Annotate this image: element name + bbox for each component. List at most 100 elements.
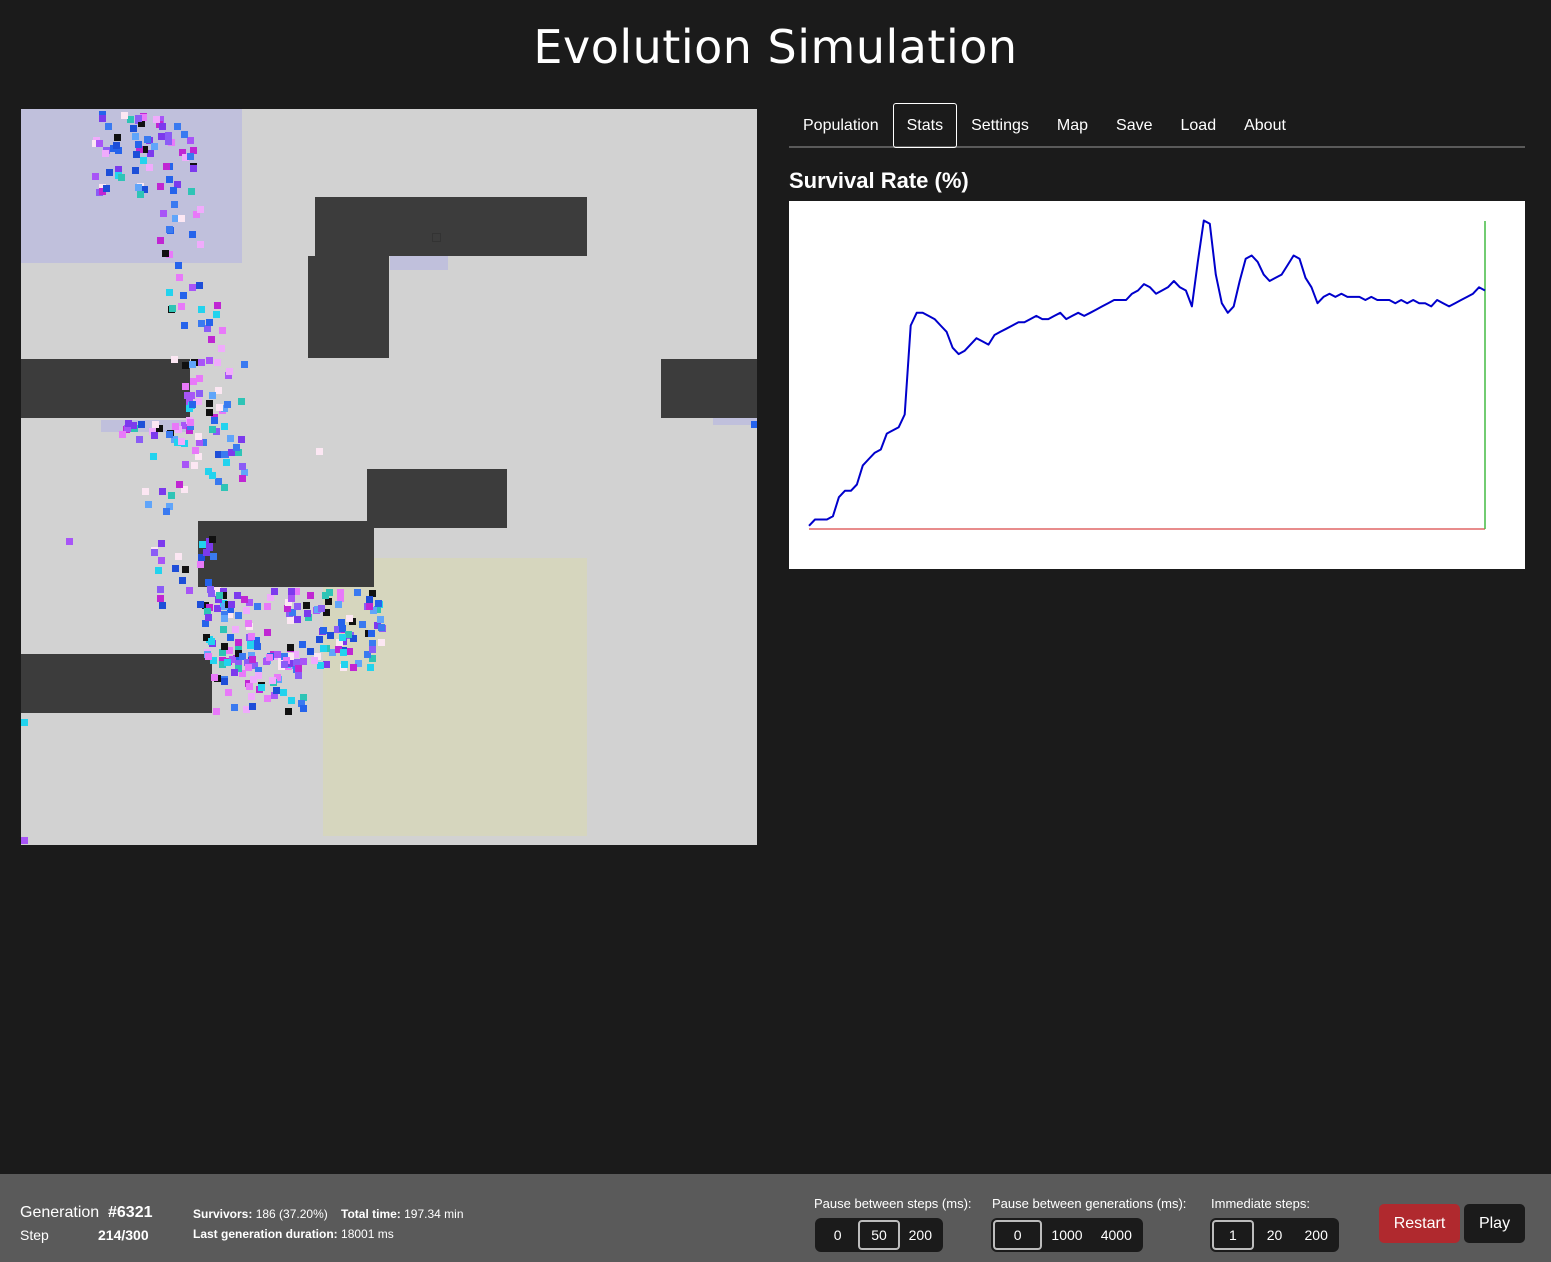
creature — [225, 689, 232, 696]
creature — [369, 655, 376, 662]
creature — [249, 656, 256, 663]
immediate-steps-option[interactable]: 1 — [1212, 1220, 1254, 1250]
creature — [326, 589, 333, 596]
creature — [156, 425, 163, 432]
creature — [160, 210, 167, 217]
creature — [221, 643, 228, 650]
safe-zone — [323, 558, 587, 836]
creature — [288, 697, 295, 704]
creature — [293, 659, 300, 666]
immediate-steps-option[interactable]: 200 — [1304, 1227, 1328, 1243]
tab-load[interactable]: Load — [1180, 116, 1217, 134]
creature — [221, 678, 228, 685]
creature — [133, 151, 140, 158]
pause-generations-option[interactable]: 0 — [993, 1220, 1043, 1250]
creature — [219, 649, 226, 656]
creature — [187, 153, 194, 160]
creature — [223, 459, 230, 466]
creature — [140, 157, 147, 164]
creature — [216, 592, 223, 599]
wall — [308, 256, 389, 358]
survival-rate-series-line — [808, 219, 1486, 527]
pause-steps-option[interactable]: 0 — [833, 1227, 842, 1243]
tab-save[interactable]: Save — [1116, 116, 1153, 134]
creature — [235, 655, 242, 662]
creature — [224, 659, 231, 666]
creature — [141, 146, 148, 153]
creature — [172, 215, 179, 222]
creature — [338, 619, 345, 626]
creature — [248, 652, 255, 659]
creature — [213, 708, 220, 715]
last-generation-stat: Last generation duration: 18001 ms — [193, 1227, 394, 1241]
creature — [189, 361, 196, 368]
creature — [176, 274, 183, 281]
creature — [227, 435, 234, 442]
creature — [248, 693, 255, 700]
creature — [119, 431, 126, 438]
pause-generations-option[interactable]: 4000 — [1100, 1227, 1132, 1243]
creature — [211, 674, 218, 681]
tab-stats[interactable]: Stats — [892, 103, 958, 148]
creature — [215, 596, 222, 603]
creature — [229, 656, 236, 663]
tab-population[interactable]: Population — [803, 116, 879, 134]
creature — [329, 649, 336, 656]
creature — [170, 187, 177, 194]
creature — [127, 116, 134, 123]
creature — [149, 428, 156, 435]
creature — [221, 615, 228, 622]
creature — [288, 588, 295, 595]
creature — [206, 400, 213, 407]
creature — [243, 607, 250, 614]
creature — [300, 658, 307, 665]
tab-settings[interactable]: Settings — [971, 116, 1029, 134]
pause-generations-option[interactable]: 1000 — [1051, 1227, 1083, 1243]
creature — [206, 409, 213, 416]
creature — [187, 419, 194, 426]
creature — [172, 565, 179, 572]
creature — [210, 553, 217, 560]
survivors-label: Survivors: — [193, 1207, 253, 1221]
restart-button[interactable]: Restart — [1379, 1204, 1460, 1243]
simulation-world-canvas[interactable] — [21, 109, 757, 845]
pause-generations-selector: 0 1000 4000 — [991, 1218, 1143, 1252]
creature — [294, 603, 301, 610]
creature — [271, 692, 278, 699]
creature — [151, 549, 158, 556]
creature — [208, 590, 215, 597]
creature — [378, 639, 385, 646]
pause-steps-option[interactable]: 50 — [858, 1220, 900, 1250]
creature — [195, 453, 202, 460]
creature — [235, 665, 242, 672]
creature — [103, 185, 110, 192]
immediate-steps-option[interactable]: 20 — [1266, 1227, 1283, 1243]
creature — [203, 634, 210, 641]
creature — [113, 142, 120, 149]
creature — [188, 392, 195, 399]
tab-map[interactable]: Map — [1056, 116, 1089, 134]
creature — [206, 544, 213, 551]
creature — [187, 137, 194, 144]
creature — [314, 606, 321, 613]
creature — [243, 706, 250, 713]
creature — [99, 184, 106, 191]
creature — [157, 586, 164, 593]
creature — [205, 614, 212, 621]
pause-steps-option[interactable]: 200 — [908, 1227, 932, 1243]
creature — [166, 251, 173, 258]
creature — [336, 639, 343, 646]
creature — [176, 481, 183, 488]
creature — [220, 592, 227, 599]
wall — [21, 654, 212, 713]
creature — [206, 319, 213, 326]
creature — [96, 140, 103, 147]
creature — [181, 131, 188, 138]
creature — [124, 425, 131, 432]
generation-value: #6321 — [108, 1204, 153, 1221]
creature — [233, 444, 240, 451]
creature — [235, 639, 242, 646]
tab-about[interactable]: About — [1244, 116, 1286, 134]
creature — [307, 648, 314, 655]
play-button[interactable]: Play — [1464, 1204, 1525, 1243]
